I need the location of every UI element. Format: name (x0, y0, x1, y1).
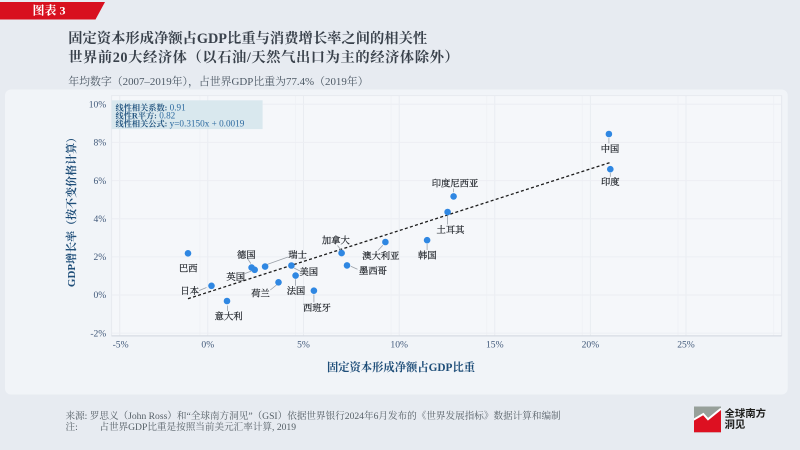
svg-text:英国: 英国 (226, 271, 245, 283)
svg-text:美国: 美国 (299, 266, 318, 278)
svg-text:西班牙: 西班牙 (303, 302, 331, 314)
svg-text:15%: 15% (486, 340, 504, 351)
svg-text:线性相关系数: 0.91: 线性相关系数: 0.91 (116, 102, 187, 112)
svg-text:-2%: -2% (90, 328, 106, 339)
svg-text:图表 3: 图表 3 (33, 3, 66, 18)
svg-text:6%: 6% (94, 176, 107, 187)
svg-text:印度尼西亚: 印度尼西亚 (432, 177, 479, 189)
svg-text:德国: 德国 (237, 249, 256, 261)
svg-text:澳大利亚: 澳大利亚 (362, 250, 399, 262)
svg-text:固定资本形成净额占GDP比重: 固定资本形成净额占GDP比重 (327, 360, 475, 374)
svg-text:墨西哥: 墨西哥 (359, 266, 387, 277)
svg-text:中国: 中国 (601, 143, 620, 155)
svg-text:10%: 10% (89, 100, 107, 111)
svg-text:8%: 8% (94, 138, 107, 149)
svg-text:印度: 印度 (601, 176, 620, 188)
svg-text:5%: 5% (297, 340, 310, 351)
svg-text:20%: 20% (582, 340, 600, 351)
svg-text:-5%: -5% (113, 340, 129, 351)
svg-text:GDP增长率（按不变价格计算）: GDP增长率（按不变价格计算） (64, 132, 78, 287)
svg-text:加拿大: 加拿大 (322, 234, 351, 246)
svg-text:土耳其: 土耳其 (437, 224, 466, 236)
svg-text:法国: 法国 (287, 285, 306, 297)
svg-text:线性R平方: 0.82: 线性R平方: 0.82 (116, 111, 176, 121)
svg-text:荷兰: 荷兰 (251, 288, 270, 300)
svg-text:线性相关公式: y=0.3150x + 0.0019: 线性相关公式: y=0.3150x + 0.0019 (116, 119, 245, 129)
svg-text:10%: 10% (390, 340, 408, 351)
svg-text:意大利: 意大利 (215, 310, 243, 322)
svg-text:2%: 2% (94, 252, 107, 263)
svg-text:0%: 0% (94, 290, 107, 301)
svg-text:0%: 0% (201, 340, 214, 351)
svg-text:日本: 日本 (180, 285, 199, 297)
svg-text:瑞士: 瑞士 (288, 249, 307, 261)
svg-text:4%: 4% (94, 214, 107, 225)
svg-text:巴西: 巴西 (179, 263, 198, 274)
svg-text:25%: 25% (677, 340, 695, 351)
svg-text:韩国: 韩国 (418, 249, 437, 261)
